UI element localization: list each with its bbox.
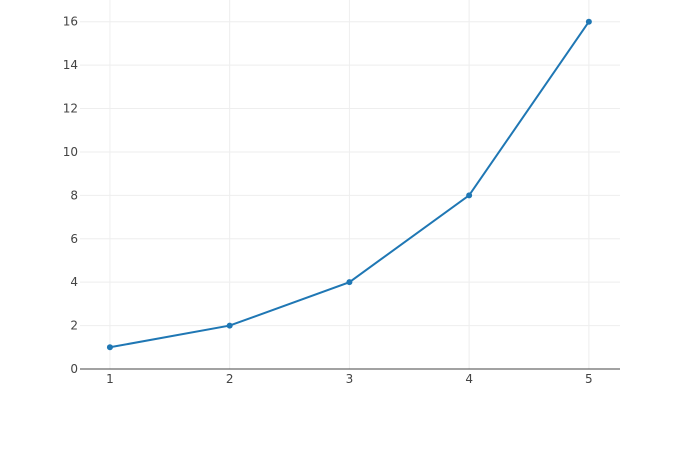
y-tick-label: 8 xyxy=(70,188,78,202)
data-point xyxy=(466,192,473,199)
data-point xyxy=(585,18,592,25)
y-tick-label: 12 xyxy=(63,102,78,116)
y-tick-label: 0 xyxy=(70,362,78,376)
y-tick-label: 2 xyxy=(70,319,78,333)
y-tick-label: 6 xyxy=(70,232,78,246)
y-tick-label: 16 xyxy=(63,15,78,29)
x-tick-label: 5 xyxy=(585,372,593,386)
data-point xyxy=(106,344,113,351)
x-tick-label: 2 xyxy=(226,372,234,386)
data-point xyxy=(226,322,233,329)
x-tick-label: 4 xyxy=(465,372,473,386)
y-tick-label: 10 xyxy=(63,145,78,159)
y-tick-label: 4 xyxy=(70,275,78,289)
x-tick-label: 3 xyxy=(346,372,354,386)
x-tick-label: 1 xyxy=(106,372,114,386)
y-tick-label: 14 xyxy=(63,58,78,72)
data-point xyxy=(346,279,353,286)
series xyxy=(106,18,592,351)
grid xyxy=(80,0,620,369)
